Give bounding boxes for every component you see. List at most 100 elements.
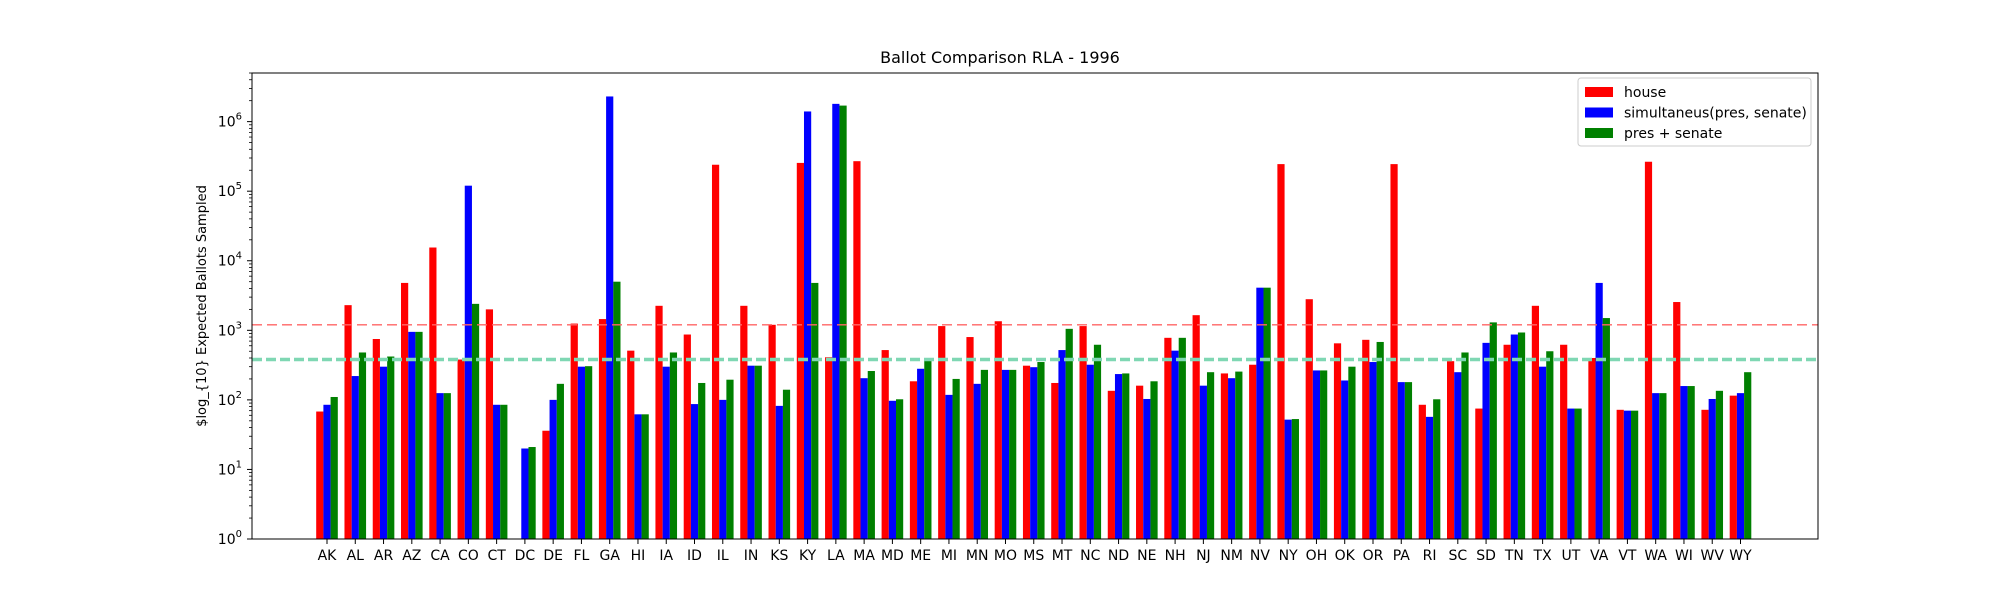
bar-va-series-0 [1588,357,1596,539]
bar-fl-series-2 [585,366,593,539]
bar-wi-series-0 [1673,302,1681,539]
bar-ky-series-2 [811,282,819,539]
x-tick-label: NM [1220,548,1243,564]
bar-dc-series-1 [521,448,529,539]
bar-sc-series-0 [1447,361,1455,539]
bar-va-series-1 [1595,282,1603,539]
x-tick-label: OR [1363,548,1384,564]
bar-me-series-2 [924,358,932,539]
bar-id-series-2 [698,382,706,539]
bar-mo-series-1 [1001,369,1010,539]
bar-ok-series-0 [1333,343,1342,539]
bar-ct-series-2 [500,404,508,539]
bar-ar-series-1 [379,366,388,539]
bars-layer [316,96,1752,540]
y-tick-label: 100 [218,529,242,548]
bar-ak-series-1 [323,404,331,539]
x-tick-label: MI [941,548,957,564]
x-tick-label: AZ [402,548,421,564]
x-tick-label: CA [430,548,450,564]
bar-nd-series-1 [1114,374,1123,539]
bar-nh-series-2 [1178,337,1186,539]
bar-mt-series-2 [1065,328,1073,539]
bar-ia-series-2 [669,352,678,539]
x-tick-label: PA [1393,548,1411,564]
x-tick-label: LA [827,548,845,564]
bar-wv-series-2 [1715,390,1724,539]
x-tick-label: IL [717,548,729,564]
bar-az-series-2 [415,331,423,539]
legend-swatch-2 [1585,128,1613,138]
bar-il-series-2 [726,379,734,539]
x-tick-label: SD [1476,548,1496,564]
bar-mn-series-1 [973,383,981,539]
x-tick-label: ID [687,548,702,564]
y-tick-label: 101 [218,459,242,478]
bar-al-series-0 [344,305,352,539]
x-tick-label: NH [1165,548,1186,564]
bar-or-series-1 [1369,362,1377,539]
bar-al-series-1 [351,376,359,539]
bar-nc-series-0 [1079,326,1087,539]
bar-nc-series-2 [1093,344,1102,539]
x-tick-label: TX [1533,548,1553,564]
bar-ri-series-1 [1425,416,1434,539]
bar-pa-series-0 [1390,164,1398,540]
y-tick-label: 104 [218,251,242,270]
bar-ms-series-0 [1022,365,1031,539]
bar-ri-series-0 [1418,404,1426,539]
bar-in-series-0 [740,305,748,539]
bar-wy-series-0 [1729,395,1737,539]
bar-mt-series-0 [1051,382,1059,539]
bar-ks-series-1 [775,405,783,539]
bar-ok-series-2 [1348,366,1356,539]
bar-dc-series-2 [528,447,536,539]
bar-az-series-1 [408,331,416,539]
bar-sc-series-1 [1454,372,1462,539]
bar-ga-series-0 [598,319,607,539]
bar-il-series-0 [711,164,720,540]
bar-ma-series-0 [853,161,861,539]
x-tick-label: MS [1023,548,1044,564]
x-tick-label: KS [770,548,788,564]
x-tick-label: DC [515,548,536,564]
bar-ar-series-2 [387,356,395,539]
x-tick-label: NV [1250,548,1270,564]
x-tick-label: CO [458,548,479,564]
x-tick-label: MN [966,548,989,564]
bar-wv-series-0 [1701,409,1709,539]
bar-ne-series-0 [1136,385,1144,539]
legend-swatch-0 [1585,87,1613,97]
bar-wi-series-2 [1687,386,1695,539]
x-tick-label: KY [799,548,817,564]
x-tick-label: VT [1618,548,1637,564]
bar-nc-series-1 [1086,364,1094,539]
bar-ak-series-0 [316,411,324,539]
bar-ca-series-0 [429,247,437,539]
bar-tn-series-2 [1517,332,1526,539]
x-tick-label: SC [1448,548,1467,564]
bar-ny-series-2 [1291,419,1299,539]
x-tick-label: ME [910,548,931,564]
bar-wa-series-2 [1659,393,1667,539]
bar-ok-series-1 [1341,380,1349,539]
x-tick-label: OH [1306,548,1328,564]
bar-ga-series-2 [613,281,621,539]
bar-tn-series-0 [1503,344,1511,539]
bar-nv-series-0 [1249,364,1257,539]
bar-ky-series-0 [796,162,804,539]
bar-sd-series-0 [1475,408,1483,539]
bar-la-series-0 [825,357,833,539]
y-axis-label: $log_{10} Expected Ballots Sampled [195,185,210,427]
bar-co-series-0 [457,359,465,539]
bar-nv-series-1 [1256,287,1264,539]
bar-ut-series-2 [1574,408,1582,539]
x-tick-label: VA [1590,548,1609,564]
bar-ne-series-2 [1150,381,1158,539]
bar-nm-series-0 [1220,373,1229,539]
x-tick-label: GA [599,548,620,564]
bar-pa-series-1 [1397,382,1405,539]
legend-label-1: simultaneus(pres, senate) [1624,106,1807,122]
bar-tn-series-1 [1510,334,1518,539]
